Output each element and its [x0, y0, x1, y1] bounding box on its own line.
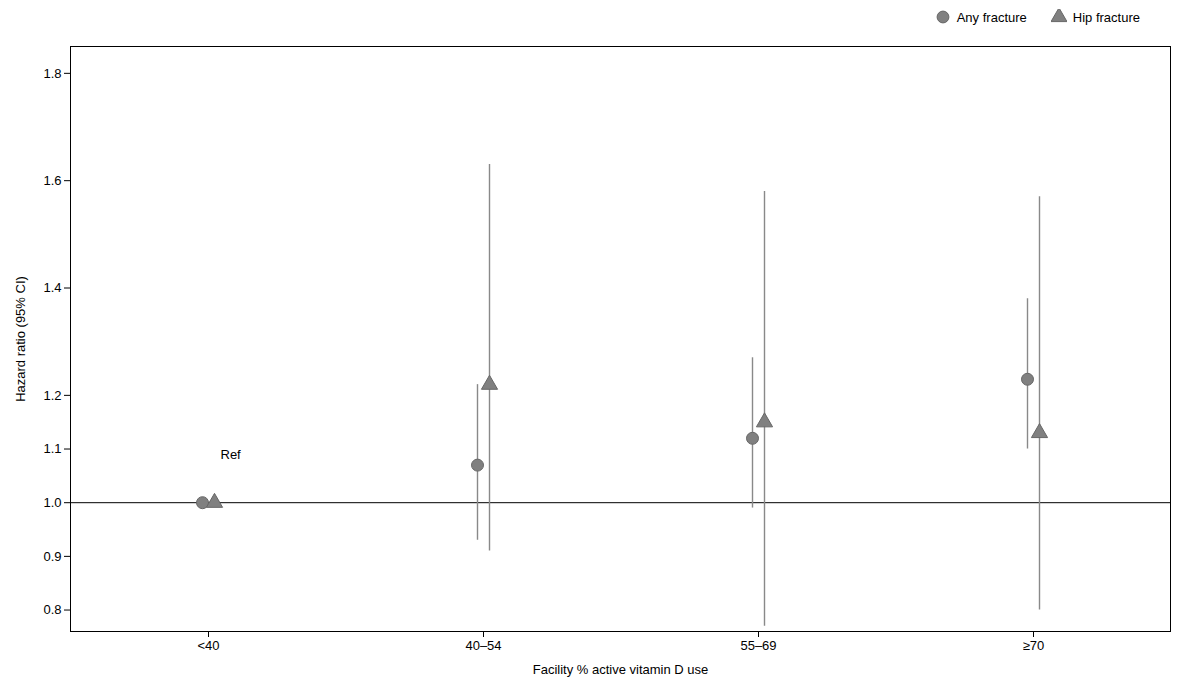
- svg-text:0.8: 0.8: [43, 602, 61, 617]
- html-text:Hip fracture: Hip fracture: [1072, 9, 1140, 25]
- svg-text:1.0: 1.0: [43, 495, 61, 510]
- svg-text:40–54: 40–54: [465, 638, 501, 653]
- svg-text:≥70: ≥70: [1023, 638, 1045, 653]
- html-text:Any fracture: Any fracture: [956, 9, 1027, 25]
- svg-text:<40: <40: [197, 638, 219, 653]
- svg-text:1.6: 1.6: [43, 173, 61, 188]
- svg-text:1.1: 1.1: [43, 441, 61, 456]
- svg-text:55–69: 55–69: [740, 638, 776, 653]
- svg-text:1.4: 1.4: [43, 280, 61, 295]
- svg-text:Facility % active vitamin D us: Facility % active vitamin D use: [533, 662, 709, 677]
- svg-text:0.9: 0.9: [43, 549, 61, 564]
- svg-text:Ref: Ref: [221, 447, 242, 462]
- svg-text:1.8: 1.8: [43, 65, 61, 80]
- svg-text:1.2: 1.2: [43, 388, 61, 403]
- svg-text:Hazard ratio (95% CI): Hazard ratio (95% CI): [13, 276, 28, 402]
